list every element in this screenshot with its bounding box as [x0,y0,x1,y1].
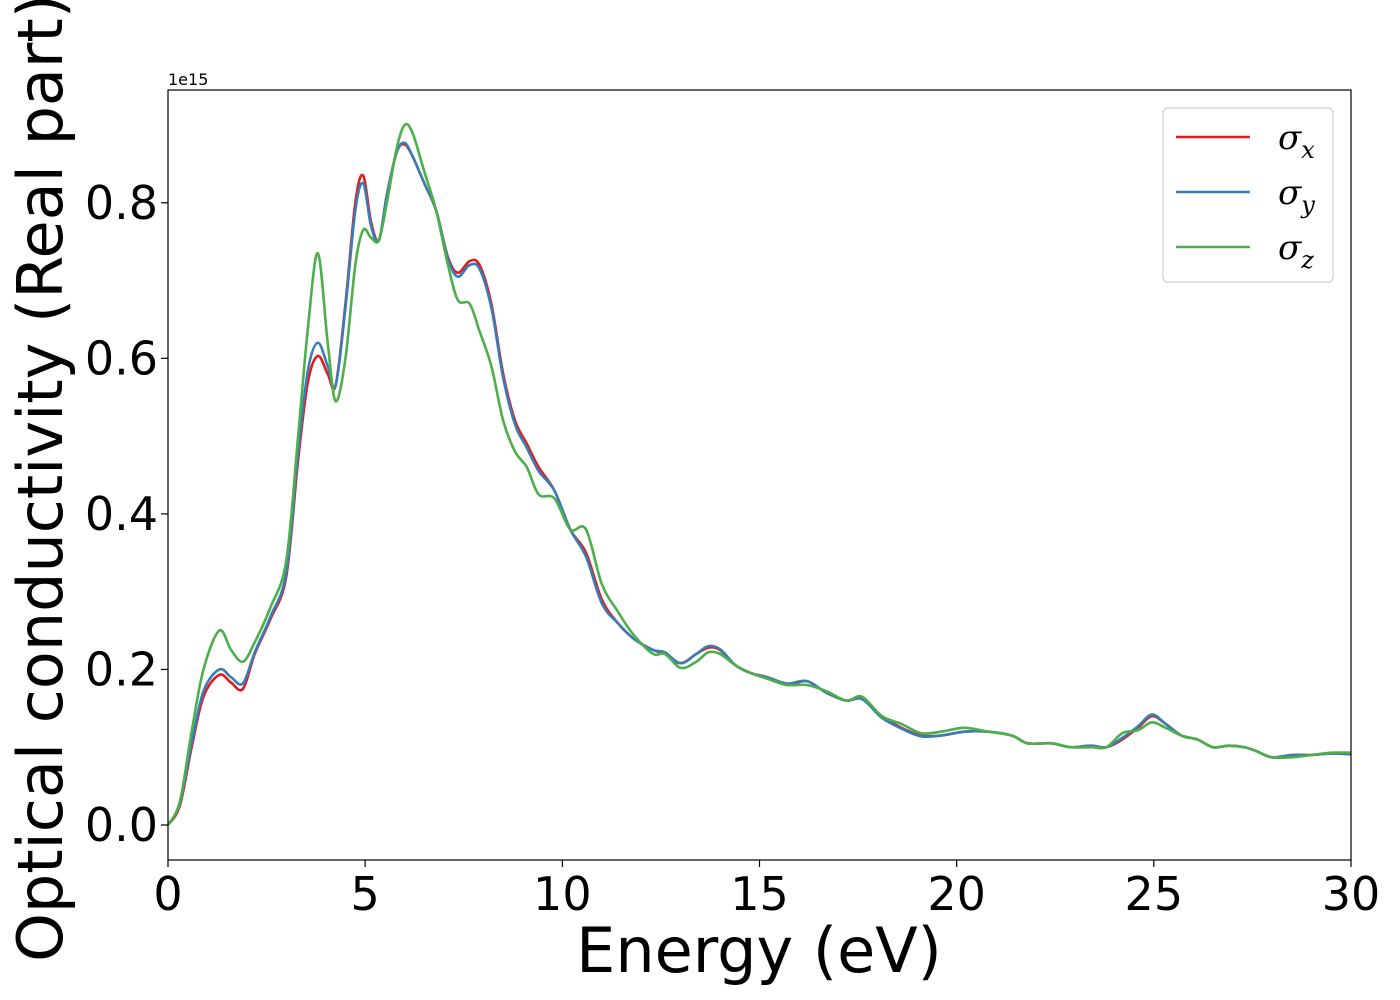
y-offset-label: 1e15 [168,70,208,89]
x-tick-label: 0 [153,867,182,921]
series-line-z [168,122,1351,826]
series-layer [168,122,1351,826]
y-tick-label: 0.6 [85,331,158,385]
x-tick-label: 10 [533,867,592,921]
y-tick-label: 0.8 [85,176,158,230]
x-tick-label: 5 [351,867,380,921]
x-tick-label: 15 [730,867,789,921]
series-line-y [168,141,1351,826]
y-tick-label: 0.4 [85,487,158,541]
x-tick-label: 25 [1125,867,1184,921]
y-axis-label: Optical conductivity (Real part) [4,0,77,962]
x-axis: 0 5 10 15 20 25 30 [153,860,1380,921]
y-axis: 0.0 0.2 0.4 0.6 0.8 [85,176,168,852]
y-tick-label: 0.0 [85,798,158,852]
y-tick-label: 0.2 [85,642,158,696]
x-tick-label: 30 [1322,867,1381,921]
x-tick-label: 20 [927,867,986,921]
legend-label-x: σx [1278,118,1315,164]
legend-box [1162,107,1334,283]
x-axis-label: Energy (eV) [576,914,942,987]
